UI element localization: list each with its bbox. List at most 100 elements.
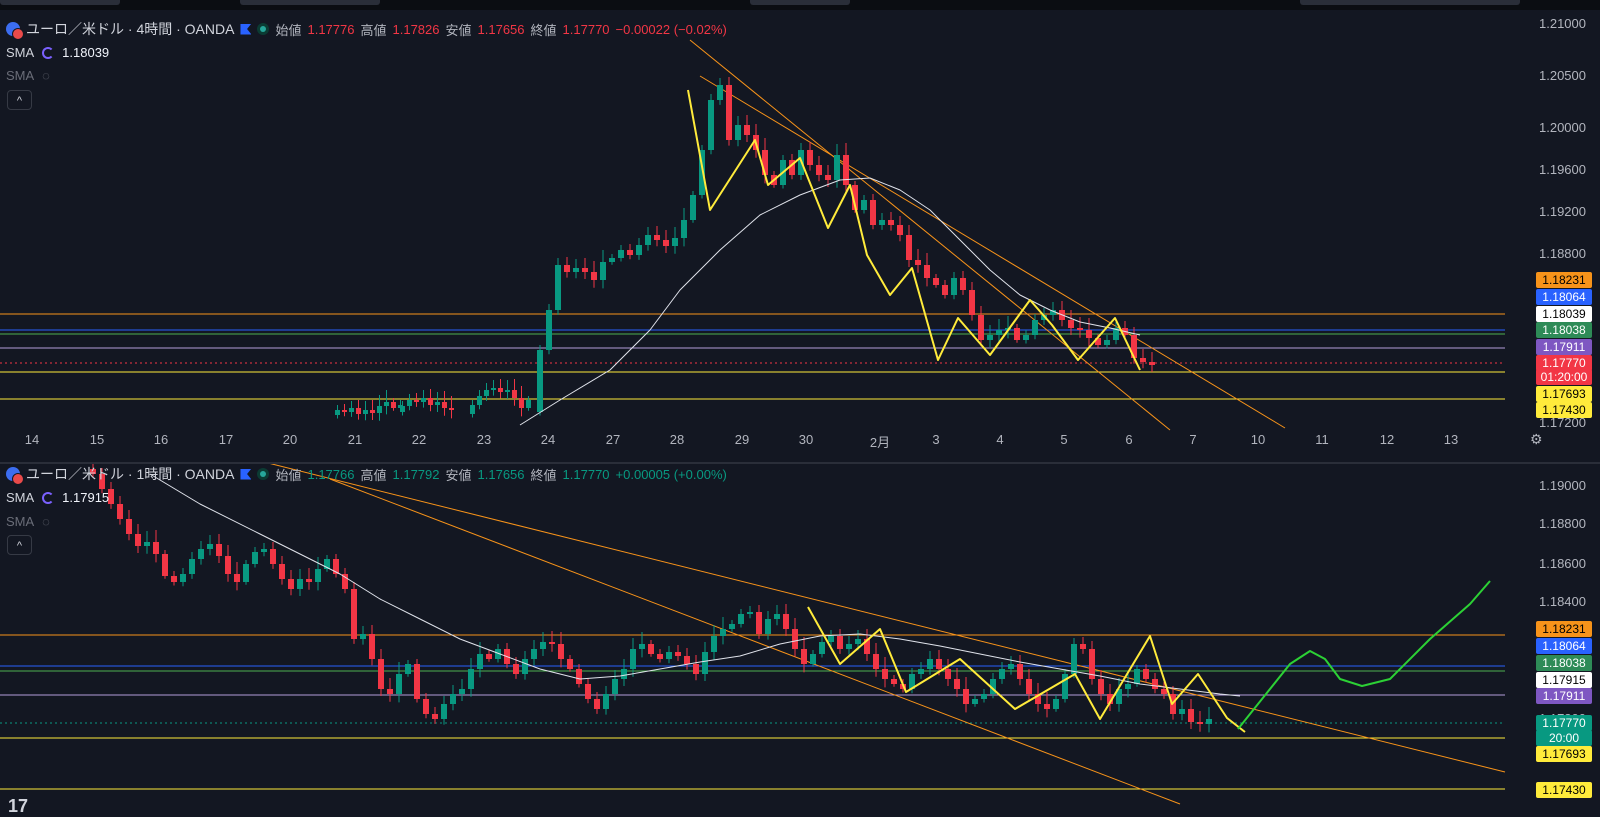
candle-body [906, 235, 912, 260]
candle-body [963, 689, 969, 704]
candle-body [879, 220, 885, 225]
candle-body [927, 659, 933, 669]
candle-body [126, 519, 132, 534]
time-label: 24 [540, 432, 556, 447]
candle-body [897, 225, 903, 235]
candle-body [486, 654, 492, 659]
candle-body [384, 402, 389, 406]
close-label: 終値 [530, 467, 557, 483]
candle-body [414, 664, 420, 699]
bottom-price-tag: 1.18038 [1536, 655, 1592, 671]
candle-body [484, 390, 489, 396]
top-price-label: 1.17200 [1539, 415, 1586, 430]
candle-body [951, 278, 957, 295]
indicator-sma-1[interactable]: SMA 1.18039 [6, 45, 109, 60]
time-label: 28 [669, 432, 685, 447]
candle-body [1131, 335, 1137, 358]
candle-body [108, 489, 114, 504]
candle-body [846, 644, 852, 649]
symbol-title[interactable]: ユーロ／米ドル · 1時間 · OANDA [26, 466, 235, 482]
candle-body [1143, 669, 1149, 679]
candle-body [450, 694, 456, 704]
candle-body [1023, 335, 1029, 340]
candle-body [135, 534, 141, 546]
candle-body [747, 612, 753, 614]
chart-pane-4h[interactable]: ユーロ／米ドル · 4時間 · OANDA 始値 1.17776 高値 1.17… [0, 10, 1600, 462]
indicator-sma-2[interactable]: SMA ◌ [6, 514, 50, 529]
candle-body [495, 649, 501, 659]
candle-body [396, 674, 402, 694]
candle-body [498, 388, 503, 392]
bottom-price-tag: 1.17693 [1536, 746, 1592, 762]
high-label: 高値 [360, 22, 387, 38]
time-label: 7 [1189, 432, 1197, 447]
candle-body [1107, 694, 1113, 704]
candle-body [639, 644, 645, 649]
time-label: 22 [411, 432, 427, 447]
chart-canvas-4h[interactable] [0, 10, 1600, 462]
candle-body [918, 669, 924, 674]
tradingview-logo[interactable]: 17 [8, 796, 29, 816]
gear-icon[interactable]: ⚙ [1530, 431, 1543, 447]
candle-body [513, 664, 519, 674]
time-label: 30 [798, 432, 814, 447]
candle-body [681, 220, 687, 238]
candle-body [377, 406, 382, 413]
bottom-price-label: 1.18800 [1539, 516, 1586, 531]
indicator-sma-1[interactable]: SMA 1.17915 [6, 490, 109, 505]
candle-body [1116, 689, 1122, 704]
candle-body [933, 278, 939, 285]
candle-body [549, 642, 555, 644]
candle-body [1152, 679, 1158, 689]
candle-body [333, 559, 339, 574]
candle-body [663, 240, 669, 246]
indicator-sma-2[interactable]: SMA ◌ [6, 68, 50, 83]
indicator-name: SMA [6, 490, 35, 505]
candle-body [391, 402, 396, 408]
eye-off-icon[interactable]: ◌ [42, 514, 50, 529]
candle-body [421, 398, 426, 402]
close-label: 終値 [530, 22, 557, 38]
candle-body [1206, 719, 1212, 724]
candle-body [526, 400, 531, 408]
chart-pane-1h[interactable]: ユーロ／米ドル · 1時間 · OANDA 始値 1.17766 高値 1.17… [0, 464, 1600, 817]
low-value: 1.17656 [477, 466, 525, 482]
candle-body [888, 220, 894, 225]
candle-body [1104, 340, 1110, 345]
candle-body [537, 350, 543, 412]
time-label: 20 [282, 432, 298, 447]
candle-body [252, 552, 258, 564]
pane-divider[interactable] [0, 462, 1600, 464]
candle-body [693, 664, 699, 674]
symbol-legend-1h: ユーロ／米ドル · 1時間 · OANDA 始値 1.17766 高値 1.17… [6, 464, 727, 485]
eye-off-icon[interactable]: ◌ [42, 68, 50, 83]
bottom-price-tag: 1.17430 [1536, 782, 1592, 798]
candle-body [873, 654, 879, 669]
trendline-orange [269, 464, 1506, 773]
candle-body [540, 642, 546, 649]
candle-body [387, 689, 393, 694]
candle-body [774, 614, 780, 619]
symbol-title[interactable]: ユーロ／米ドル · 4時間 · OANDA [26, 21, 235, 37]
candle-body [567, 659, 573, 669]
candle-body [1062, 674, 1068, 699]
candle-body [765, 619, 771, 634]
top-price-tag: 1.18064 [1536, 289, 1592, 305]
chart-canvas-1h[interactable] [0, 464, 1600, 817]
candle-body [324, 559, 330, 569]
top-price-tag: 1.18039 [1536, 306, 1592, 322]
open-label: 始値 [275, 467, 302, 483]
candle-body [1053, 699, 1059, 709]
bottom-price-tag: 1.18064 [1536, 638, 1592, 654]
candle-body [1008, 664, 1014, 669]
time-label: 2月 [869, 435, 891, 450]
candle-body [342, 410, 347, 412]
candle-body [477, 396, 482, 405]
chevron-up-icon[interactable]: ^ [7, 535, 32, 555]
low-value: 1.17656 [477, 21, 525, 37]
candle-body [909, 674, 915, 689]
bottom-price-label: 1.19000 [1539, 478, 1586, 493]
candle-body [279, 564, 285, 579]
chevron-up-icon[interactable]: ^ [7, 90, 32, 110]
candle-body [987, 335, 993, 340]
